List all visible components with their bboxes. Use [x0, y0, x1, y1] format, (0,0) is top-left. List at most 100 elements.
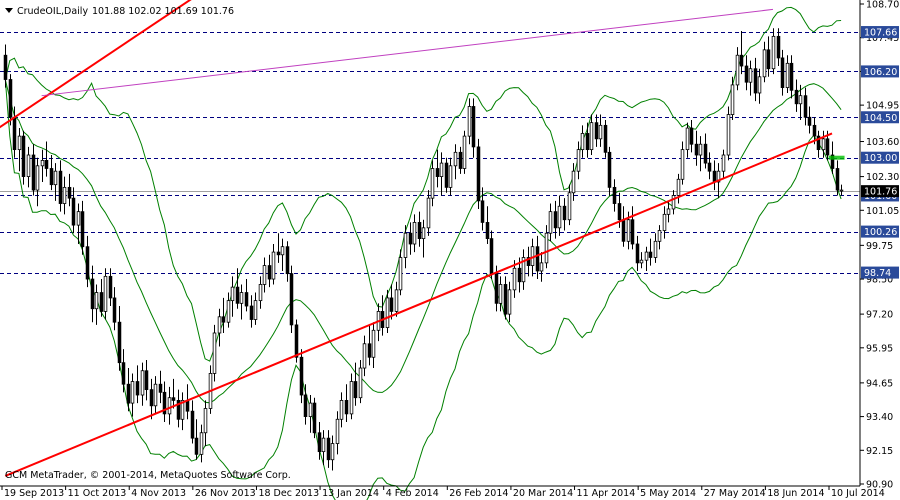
candle-body: [676, 178, 681, 196]
candle-body: [471, 106, 476, 148]
y-tick-5: 102.30: [860, 172, 899, 183]
candle-80: [367, 324, 372, 366]
y-tick-13: 92.15: [860, 446, 893, 457]
x-tick-label: 10 Jul 2014: [831, 488, 885, 499]
level-label-0: 107.66: [861, 26, 899, 39]
candle-159: [726, 106, 731, 161]
y-tick-label: 107.45: [866, 33, 899, 44]
current-price-bg: [861, 185, 899, 198]
candle-18: [85, 235, 90, 288]
candle-body: [812, 124, 817, 137]
x-tick-8: 20 Mar 2014: [510, 486, 573, 499]
candle-150: [685, 122, 690, 158]
y-tick-4: 103.60: [860, 137, 899, 148]
level-label-5: 100.26: [861, 225, 899, 238]
candle-67: [308, 395, 313, 433]
candle-body: [671, 195, 676, 210]
candle-body: [712, 170, 717, 183]
candle-body: [753, 68, 758, 94]
candle-84: [385, 289, 390, 333]
y-tick-11: 94.65: [860, 378, 893, 389]
candle-61: [280, 238, 285, 271]
candle-body: [467, 106, 472, 137]
y-tick-12: 93.40: [860, 412, 893, 423]
candle-body: [557, 205, 562, 229]
candle-146: [666, 200, 671, 223]
candle-body: [67, 186, 72, 199]
candle-38: [176, 389, 181, 428]
candle-13: [62, 176, 67, 215]
candle-body: [321, 437, 326, 453]
candle-30: [140, 362, 145, 406]
chart-menu-triangle-icon[interactable]: [5, 8, 13, 13]
candle-body: [358, 367, 363, 399]
candle-body: [217, 316, 222, 334]
candle-body: [194, 437, 199, 455]
candle-55: [253, 292, 258, 325]
candle-110: [503, 276, 508, 320]
candle-body: [8, 79, 13, 118]
candle-body: [389, 297, 394, 312]
level-label-bg: [861, 266, 899, 279]
candle-180: [821, 130, 826, 158]
candle-body: [744, 65, 749, 83]
candle-6: [31, 144, 36, 196]
level-label-6: 98.74: [861, 266, 899, 279]
y-tick-label: 94.65: [866, 378, 893, 389]
candle-body: [144, 370, 149, 391]
x-tick-label: 26 Feb 2014: [449, 488, 508, 499]
candle-125: [571, 163, 576, 201]
candle-103: [471, 98, 476, 158]
candle-body: [567, 192, 572, 221]
candle-body: [494, 273, 499, 304]
candle-body: [135, 381, 140, 396]
y-tick-label: 108.70: [866, 0, 899, 11]
candle-body: [3, 54, 8, 80]
candle-50: [230, 276, 235, 317]
candle-70: [321, 430, 326, 466]
candle-16: [76, 203, 81, 244]
y-tick-label: 101.05: [866, 206, 899, 217]
candle-body: [476, 146, 481, 202]
candle-33: [153, 376, 158, 414]
candle-body: [803, 95, 808, 118]
candle-body: [666, 208, 671, 215]
candle-body: [576, 149, 581, 172]
candles: [3, 28, 844, 471]
candle-183: [835, 160, 840, 196]
candle-body: [626, 219, 631, 242]
candle-body: [612, 186, 617, 204]
candle-124: [567, 184, 572, 226]
candle-9: [44, 141, 49, 177]
candle-body: [771, 35, 776, 70]
candle-body: [730, 84, 735, 115]
candle-body: [512, 267, 517, 291]
candle-3: [17, 128, 22, 172]
candle-body: [249, 305, 254, 320]
y-tick-label: 98.50: [866, 275, 893, 286]
candle-98: [448, 157, 453, 196]
candle-body: [412, 222, 417, 245]
trendline-channel-lower: [4, 132, 833, 477]
candle-body: [548, 211, 553, 234]
level-label-text: 100.26: [864, 227, 897, 238]
candle-170: [776, 28, 781, 67]
candle-body: [149, 389, 154, 407]
candle-body: [344, 400, 349, 415]
candle-body: [103, 275, 108, 312]
candle-body: [258, 284, 263, 302]
candle-body: [289, 273, 294, 326]
y-tick-label: 92.15: [866, 446, 893, 457]
breakout-marker: [828, 155, 845, 160]
level-label-text: 103.00: [864, 153, 897, 164]
candle-62: [285, 241, 290, 282]
candle-body: [544, 232, 549, 264]
candle-body: [326, 437, 331, 461]
candle-48: [221, 297, 226, 333]
candle-41: [190, 400, 195, 444]
level-label-1: 106.20: [861, 65, 899, 78]
candle-body: [267, 265, 272, 280]
candle-body: [780, 57, 785, 88]
candle-160: [730, 76, 735, 120]
candle-body: [85, 246, 90, 280]
